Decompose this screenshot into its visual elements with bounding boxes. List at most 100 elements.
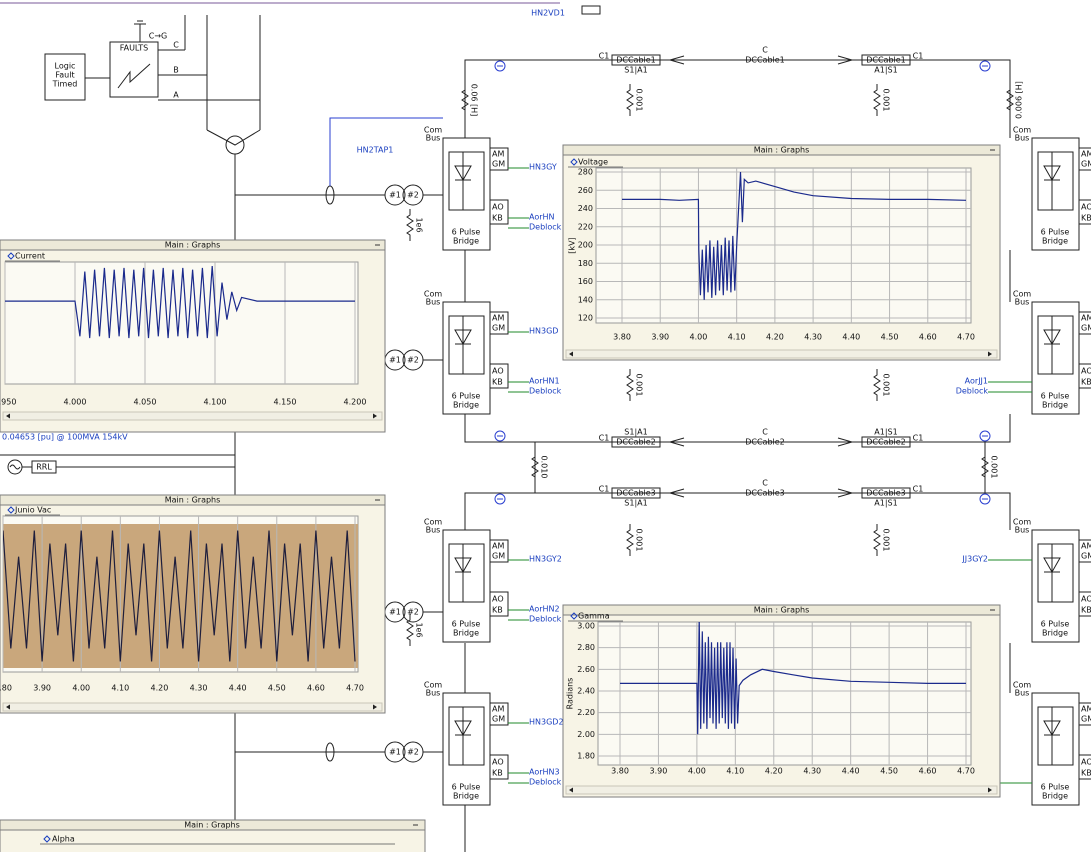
x-tick-label: 4.60: [919, 767, 937, 776]
phase-label: A: [173, 91, 179, 100]
dc-line: [464, 492, 1011, 530]
logic-box: [44, 53, 86, 101]
bridge-label: Com: [1013, 290, 1031, 299]
x-tick-label: 4.10: [111, 684, 129, 693]
bridge-port-label: AO: [1081, 758, 1091, 767]
bridge-name: 6 Pulse: [1041, 783, 1070, 792]
cable-end: [861, 54, 911, 66]
arrow: [668, 55, 685, 65]
legend-label: Current: [15, 252, 45, 261]
valve-symbol: [454, 316, 472, 374]
tap-label: HN2TAP1: [357, 146, 394, 155]
x-tick-label: 4.30: [190, 684, 208, 693]
valve: [1037, 543, 1074, 603]
title-bar: [0, 494, 386, 506]
bridge-name: 6 Pulse: [452, 783, 481, 792]
x-tick-label: 4.100: [204, 398, 227, 407]
resistor-value: 0.001: [882, 529, 891, 552]
resistor: [1006, 84, 1014, 116]
legend-marker: [570, 612, 578, 620]
logic-text: Logic: [55, 62, 76, 71]
resistor: [406, 614, 414, 646]
bridge: [442, 692, 491, 806]
valve-symbol: [1043, 544, 1061, 602]
scroll-arrow: [569, 787, 573, 793]
valve-symbol: [454, 152, 472, 210]
bridge-port-label: GM: [1081, 715, 1091, 724]
cable-term: A1|S1: [874, 499, 897, 508]
scrollbar: [2, 411, 383, 421]
bridge-name: Bridge: [1042, 401, 1068, 410]
x-tick-label: 4.30: [803, 767, 821, 776]
cable-name: DCCable2: [866, 438, 906, 447]
valve-symbol: [1043, 707, 1061, 765]
bridge-port: [1078, 539, 1091, 563]
winding-label: #1: [389, 356, 401, 365]
bridge-port-label: AM: [492, 150, 504, 159]
y-tick-label: 2.80: [577, 643, 595, 652]
y-tick-label: 200: [578, 241, 593, 250]
bridge-port: [489, 539, 509, 563]
cable-center: DCCable2: [745, 438, 785, 447]
y-tick-label: 220: [578, 222, 593, 231]
bridge-name: 6 Pulse: [1041, 620, 1070, 629]
fault-type: C→G: [149, 32, 168, 41]
waveform: [620, 622, 966, 735]
winding-label: #1: [389, 191, 401, 200]
cable-term: C1: [599, 434, 610, 443]
bridge-port-label: AM: [1081, 542, 1091, 551]
bridge-port-label: AM: [1081, 314, 1091, 323]
cable-term: C1: [913, 52, 924, 61]
bridge: [1031, 137, 1080, 251]
bridge: [1031, 301, 1080, 415]
x-tick-label: 4.40: [842, 333, 860, 342]
x-tick-label: 4.20: [151, 684, 169, 693]
y-axis-label: Radians: [566, 678, 575, 710]
x-tick-label: 4.40: [842, 767, 860, 776]
waveform: [622, 171, 967, 300]
bridge-name: 6 Pulse: [452, 228, 481, 237]
valve-symbol: [454, 544, 472, 602]
rrl-label: RRL: [36, 463, 52, 472]
x-tick-label: 3.90: [33, 684, 51, 693]
y-tick-label: 120: [578, 314, 593, 323]
bridge-name: Bridge: [1042, 629, 1068, 638]
scroll-arrow: [373, 413, 377, 419]
bridge-name: 6 Pulse: [1041, 228, 1070, 237]
plot-area: [597, 621, 972, 766]
bridge-label: Bus: [1015, 134, 1030, 143]
plot-band: [3, 524, 358, 668]
bridge-port: [1078, 702, 1091, 726]
resistor: [626, 524, 634, 556]
graph-windows: Main : GraphsCurrent3.9504.0004.0504.100…: [0, 144, 1001, 852]
signal-label: AorHN3: [529, 768, 560, 777]
signal-label: AorHN2: [529, 605, 560, 614]
y-tick-label: 2.20: [577, 708, 595, 717]
meter: [494, 493, 506, 505]
cable-term: A1|S1: [874, 66, 897, 75]
cable-end: [861, 487, 911, 499]
resistor: [626, 84, 634, 116]
winding-label: #2: [407, 748, 419, 757]
meter: [494, 60, 506, 72]
valve: [1037, 151, 1074, 211]
bridge-port: [489, 363, 509, 389]
bridge-label: Bus: [1015, 526, 1030, 535]
cable-term: S1|A1: [624, 428, 647, 437]
meter: [979, 493, 991, 505]
x-tick-label: 4.00: [690, 333, 708, 342]
cable-end: [611, 487, 661, 499]
fault-symbol: [117, 63, 151, 89]
x-tick-label: 4.60: [307, 684, 325, 693]
dc-line: [464, 59, 1011, 138]
cable-end: [861, 436, 911, 448]
valve: [1037, 706, 1074, 766]
signal-label: JJ3GY2: [961, 555, 988, 564]
bridge-port: [489, 754, 509, 780]
cable-end: [611, 436, 661, 448]
cable-center: C: [762, 46, 768, 55]
resistor-value: 0.010: [540, 456, 549, 479]
arrow: [837, 437, 854, 447]
phase-label: C: [173, 41, 179, 50]
cable-term: C1: [913, 434, 924, 443]
